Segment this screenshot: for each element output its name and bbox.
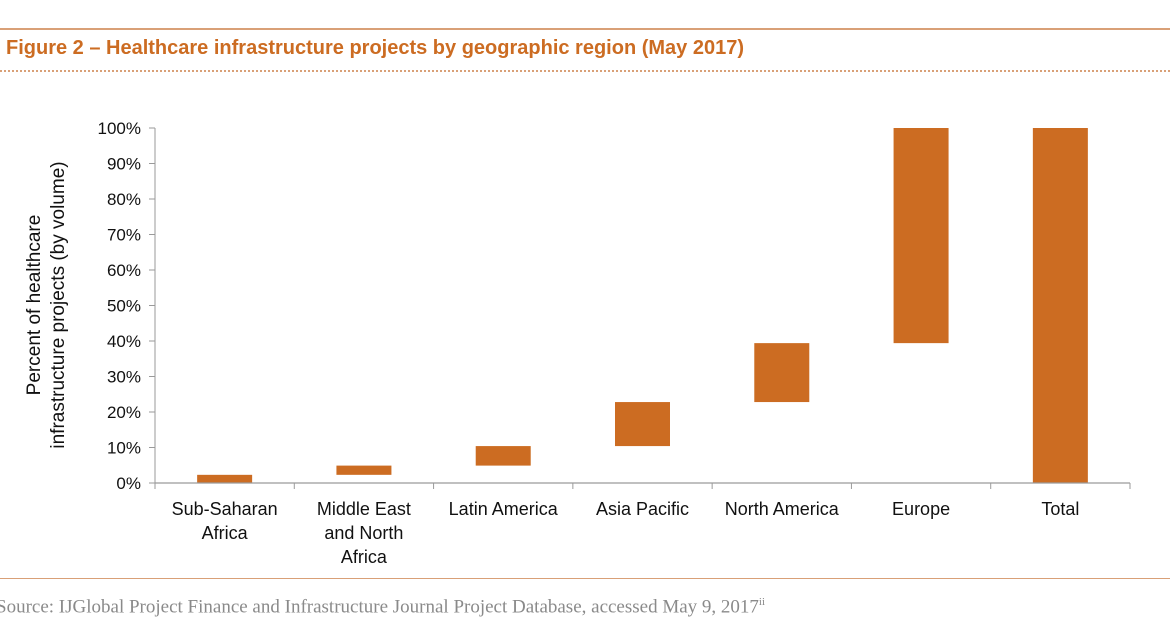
y-tick-label: 100% [98, 119, 141, 138]
y-tick-label: 80% [107, 190, 141, 209]
bar-total [1032, 128, 1088, 483]
y-tick-label: 60% [107, 261, 141, 280]
source-text: Source: IJGlobal Project Finance and Inf… [0, 596, 759, 618]
y-axis-label-line: Percent of healthcare [24, 215, 45, 396]
title-divider [0, 70, 1170, 72]
x-axis-labels: Sub-Saharan Africa Middle East and North Afr… [172, 499, 1080, 567]
y-axis-ticks: 0% 10% 20% 30% 40% 50% 60% 70% 80% 90% 100% [98, 119, 156, 493]
x-category-label: Africa [202, 523, 249, 543]
x-category-label: Total [1041, 499, 1079, 519]
source-note: Source: IJGlobal Project Finance and Inf… [0, 596, 765, 618]
source-footnote-marker: ii [758, 596, 766, 608]
bar-north-america [754, 343, 810, 403]
y-tick-label: 20% [107, 403, 141, 422]
x-category-label: Latin America [449, 499, 559, 519]
y-axis-label: Percent of healthcare infrastructure proj… [24, 161, 69, 448]
x-category-label: Africa [341, 547, 388, 567]
figure-title: Figure 2 – Healthcare infrastructure pro… [6, 37, 744, 59]
bar-latin-america [475, 446, 531, 466]
x-category-label: Europe [892, 499, 950, 519]
y-tick-label: 40% [107, 332, 141, 351]
x-category-label: Middle East [317, 499, 411, 519]
x-axis [154, 482, 1131, 489]
y-tick-label: 50% [107, 297, 141, 316]
waterfall-chart: Percent of healthcare infrastructure proj… [24, 119, 1131, 567]
y-tick-label: 70% [107, 226, 141, 245]
y-tick-label: 90% [107, 155, 141, 174]
y-tick-label: 10% [107, 439, 141, 458]
x-category-label: and North [324, 523, 403, 543]
top-rule [0, 28, 1170, 30]
bar-asia-pacific [615, 402, 670, 447]
y-axis-label-line: infrastructure projects (by volume) [48, 161, 69, 448]
bar-series [197, 128, 1088, 483]
bar-middle-east-and-north-africa [336, 465, 392, 475]
y-tick-label: 30% [107, 368, 141, 387]
x-category-label: Asia Pacific [596, 499, 689, 519]
y-tick-label: 0% [116, 474, 141, 493]
bar-europe [893, 128, 949, 344]
x-category-label: Sub-Saharan [172, 499, 278, 519]
bottom-rule [0, 578, 1170, 579]
bar-sub-saharan-africa [197, 474, 253, 483]
x-category-label: North America [725, 499, 840, 519]
